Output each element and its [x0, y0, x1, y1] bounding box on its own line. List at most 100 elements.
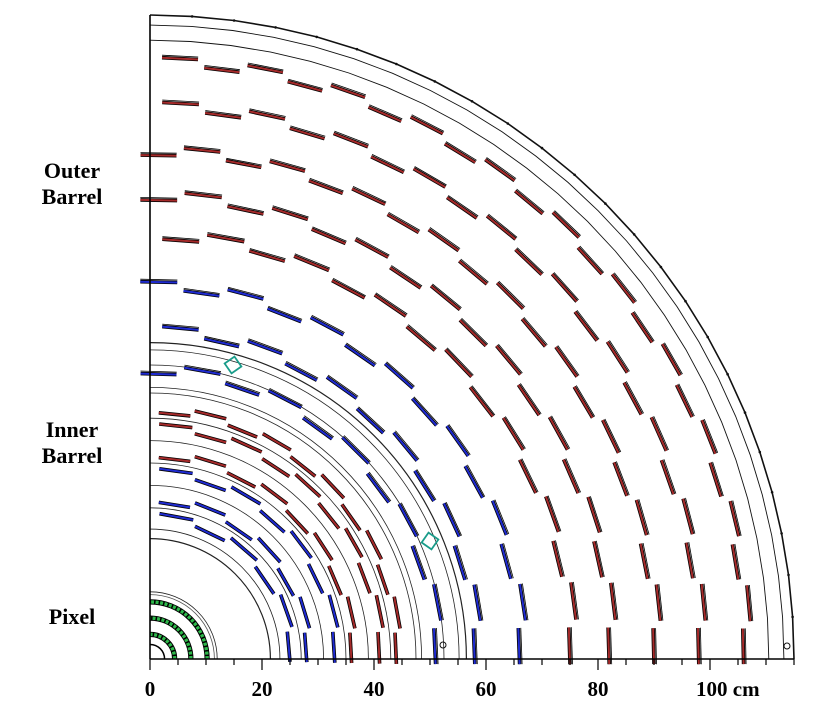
module-frame-edge [247, 62, 284, 71]
detector-module [375, 564, 390, 596]
marker-circle [439, 641, 447, 649]
module-sensor [374, 294, 407, 317]
module-sensor [375, 594, 385, 628]
detector-module [569, 581, 579, 620]
module-sensor [496, 282, 524, 310]
detector-module [194, 432, 227, 445]
module-frame-edge [371, 154, 406, 171]
detector-module [332, 130, 369, 149]
detector-module [630, 311, 655, 344]
module-sensor [432, 584, 442, 621]
module-sensor [194, 525, 226, 542]
detector-module [386, 211, 421, 235]
detector-module [247, 338, 284, 356]
module-sensor [696, 627, 700, 665]
module-frame-edge [579, 245, 605, 273]
detector-module [444, 347, 474, 378]
module-frame-edge [445, 141, 477, 161]
module-sensor [514, 248, 543, 276]
module-sensor [745, 585, 752, 622]
detector-module [340, 503, 362, 532]
detector-module [554, 345, 580, 378]
module-frame-edge [456, 544, 468, 580]
module-frame-edge [503, 543, 514, 579]
pixel-label: Pixel [22, 604, 122, 630]
module-frame-edge [498, 343, 523, 374]
detector-module [162, 236, 200, 244]
detector-module [443, 141, 477, 164]
module-sensor [660, 459, 675, 495]
detector-module [741, 628, 747, 665]
module-sensor [486, 215, 517, 240]
module-sensor [320, 473, 345, 499]
module-sensor [406, 325, 436, 352]
detector-module [651, 628, 657, 665]
detector-module [289, 530, 313, 559]
detector-module [410, 396, 439, 427]
inner-barrel-label-line2: Barrel [41, 443, 103, 468]
detector-module [472, 584, 484, 622]
frame-dot [190, 15, 194, 18]
detector-module [287, 78, 323, 93]
module-frame-edge [685, 497, 696, 534]
detector-module [576, 245, 605, 276]
detector-module [158, 411, 191, 418]
inner-barrel-label: Inner Barrel [22, 417, 122, 469]
module-frame-edge [700, 627, 702, 665]
module-sensor [341, 503, 361, 531]
detector-module [520, 317, 548, 348]
detector-module [224, 520, 253, 542]
module-frame-edge [334, 130, 369, 145]
tick-label: 0 [145, 677, 156, 701]
pixel-label-text: Pixel [48, 604, 96, 629]
support-ring [149, 591, 218, 660]
frame-dot [232, 19, 236, 22]
module-frame-edge [688, 542, 696, 578]
module-sensor [517, 628, 521, 665]
detector-module [601, 418, 622, 454]
detector-module [320, 473, 346, 500]
support-ring [149, 417, 392, 660]
module-sensor [204, 66, 240, 74]
module-frame-edge [498, 280, 526, 308]
support-ring [149, 507, 302, 660]
module-frame-edge [248, 338, 284, 352]
module-sensor [548, 416, 569, 451]
module-frame-edge [557, 345, 580, 376]
detector-module [567, 627, 573, 665]
detector-module [409, 114, 445, 136]
detector-module [348, 632, 354, 664]
pixel-layer [149, 616, 193, 660]
detector-module [327, 594, 340, 628]
module-sensor [514, 190, 544, 215]
module-frame-edge [664, 342, 683, 375]
module-frame-edge [226, 157, 262, 166]
module-sensor [709, 462, 722, 497]
detector-module [730, 543, 742, 580]
module-sensor [351, 187, 386, 206]
tick-label: 40 [364, 677, 385, 701]
detector-module [140, 197, 178, 203]
detector-module [158, 455, 191, 464]
detector-module [331, 277, 366, 300]
module-sensor [279, 594, 293, 628]
module-sensor [469, 386, 494, 418]
frame-dot [433, 80, 437, 83]
module-sensor [204, 112, 242, 119]
support-ring [149, 349, 460, 660]
module-sensor [410, 116, 444, 135]
detector-module [159, 422, 193, 430]
module-frame-edge [505, 416, 526, 449]
module-frame-edge [732, 500, 742, 536]
module-frame-edge [352, 186, 387, 203]
detector-module [432, 583, 444, 621]
frame-dot [780, 532, 783, 535]
detector-module [140, 152, 177, 158]
module-sensor [464, 465, 484, 499]
detector-module [230, 485, 262, 506]
module-sensor [552, 211, 580, 239]
module-sensor [326, 376, 358, 400]
detector-module [745, 584, 754, 622]
frame-dot [726, 372, 729, 376]
detector-module [302, 632, 309, 663]
